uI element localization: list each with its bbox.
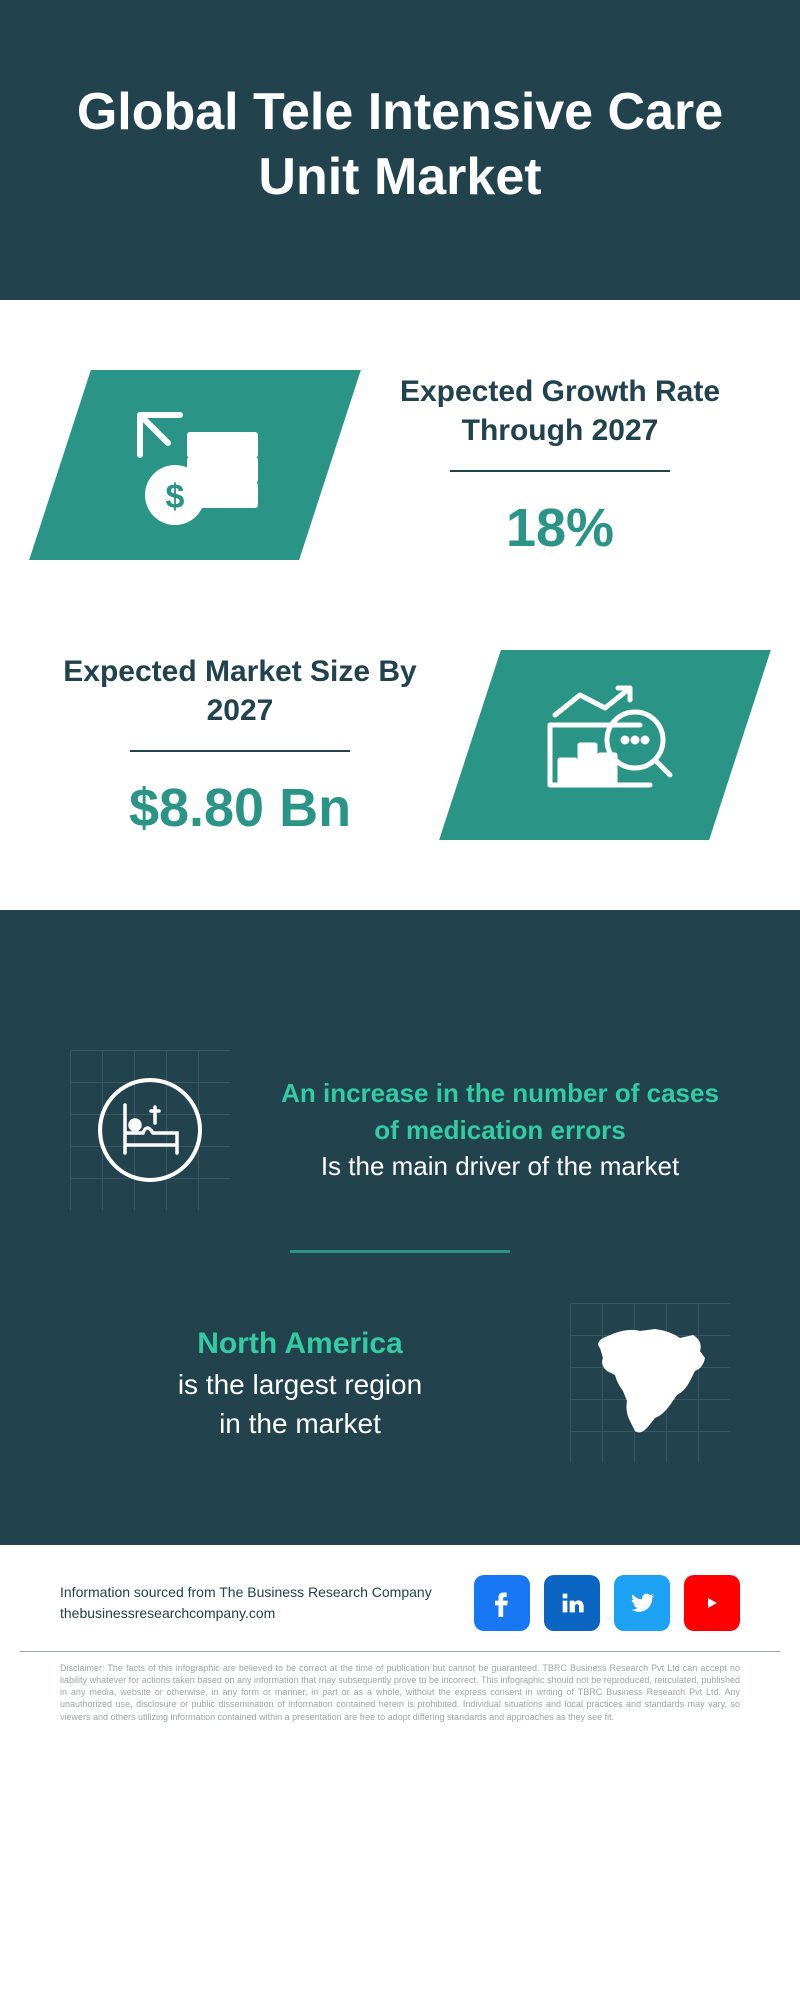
market-size-stat-text: Expected Market Size By 2027 $8.80 Bn xyxy=(60,652,420,839)
linkedin-icon[interactable] xyxy=(544,1575,600,1631)
growth-value: 18% xyxy=(380,497,740,559)
driver-row: An increase in the number of cases of me… xyxy=(70,1050,730,1210)
driver-subtext: Is the main driver of the market xyxy=(270,1148,730,1184)
market-size-stat-row: Expected Market Size By 2027 $8.80 Bn xyxy=(60,650,740,840)
stats-section: $ Expected Growth Rate Through 2027 18% xyxy=(0,300,800,910)
disclaimer-text: Disclaimer: The facts of this infographi… xyxy=(60,1662,740,1723)
main-title: Global Tele Intensive Care Unit Market xyxy=(60,80,740,210)
facebook-icon[interactable] xyxy=(474,1575,530,1631)
growth-label: Expected Growth Rate Through 2027 xyxy=(380,372,740,450)
chart-analysis-icon xyxy=(530,680,680,810)
growth-stat-text: Expected Growth Rate Through 2027 18% xyxy=(380,372,740,559)
region-highlight: North America xyxy=(70,1323,530,1365)
source-line-1: Information sourced from The Business Re… xyxy=(60,1582,432,1603)
twitter-icon[interactable] xyxy=(614,1575,670,1631)
region-row: North America is the largest region in t… xyxy=(70,1303,730,1463)
skyline-silhouette xyxy=(0,910,800,1010)
region-icon-box xyxy=(570,1303,730,1463)
social-row xyxy=(474,1575,740,1631)
hospital-bed-icon xyxy=(95,1075,205,1185)
teal-divider xyxy=(290,1250,510,1253)
money-growth-icon: $ xyxy=(120,400,270,530)
driver-icon-box xyxy=(70,1050,230,1210)
drivers-section: An increase in the number of cases of me… xyxy=(0,1010,800,1543)
header: Global Tele Intensive Care Unit Market xyxy=(0,0,800,300)
divider xyxy=(450,470,670,472)
market-size-icon-box xyxy=(439,650,771,840)
svg-text:$: $ xyxy=(166,478,185,516)
growth-icon-box: $ xyxy=(29,370,361,560)
youtube-icon[interactable] xyxy=(684,1575,740,1631)
driver-text: An increase in the number of cases of me… xyxy=(270,1075,730,1184)
divider xyxy=(130,750,350,752)
source-text: Information sourced from The Business Re… xyxy=(60,1582,432,1624)
region-subtext-1: is the largest region xyxy=(70,1365,530,1404)
region-text: North America is the largest region in t… xyxy=(70,1323,530,1443)
market-size-label: Expected Market Size By 2027 xyxy=(60,652,420,730)
north-america-map-icon xyxy=(585,1323,715,1443)
disclaimer-box: Disclaimer: The facts of this infographi… xyxy=(20,1651,780,1753)
growth-stat-row: $ Expected Growth Rate Through 2027 18% xyxy=(60,370,740,560)
region-subtext-2: in the market xyxy=(70,1404,530,1443)
market-size-value: $8.80 Bn xyxy=(60,777,420,839)
driver-highlight: An increase in the number of cases of me… xyxy=(270,1075,730,1148)
footer: Information sourced from The Business Re… xyxy=(0,1543,800,1651)
source-line-2: thebusinessresearchcompany.com xyxy=(60,1603,432,1624)
